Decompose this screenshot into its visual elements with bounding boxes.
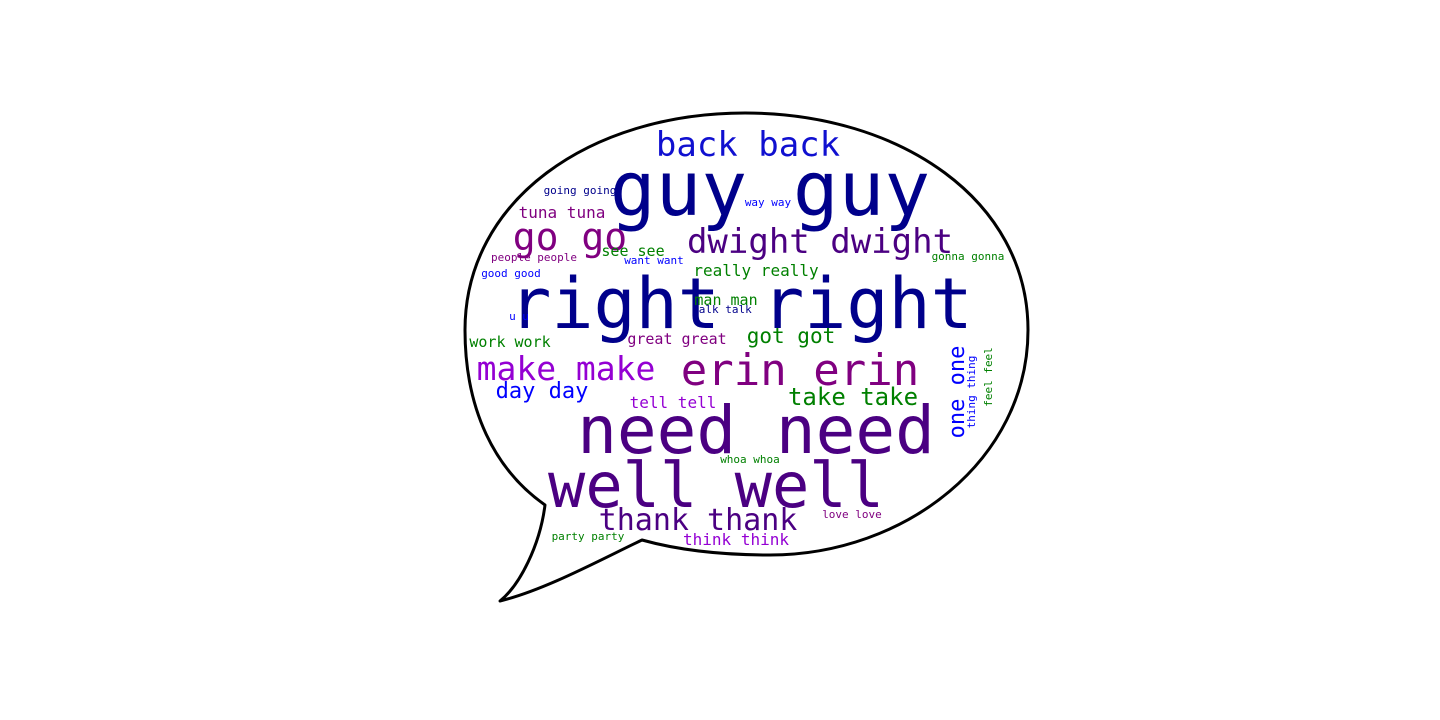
cloud-word: good good — [481, 267, 541, 280]
cloud-word: erin erin — [681, 345, 919, 396]
cloud-word: great great — [627, 330, 726, 348]
cloud-word: really really — [693, 261, 819, 280]
speech-bubble-outline — [463, 111, 1030, 603]
cloud-word: u u — [509, 310, 529, 323]
cloud-word: one one — [945, 346, 970, 439]
cloud-word: tuna tuna — [519, 203, 606, 222]
cloud-word: day day — [496, 379, 589, 404]
cloud-word: back back — [656, 125, 840, 165]
cloud-word: guy guy — [610, 144, 930, 233]
cloud-word: whoa whoa — [720, 453, 780, 466]
cloud-word: go go — [513, 215, 627, 259]
cloud-word: dwight dwight — [687, 222, 953, 262]
cloud-word: people people — [491, 251, 577, 264]
cloud-word: right right — [509, 263, 973, 345]
cloud-word: thank thank — [599, 503, 798, 538]
cloud-word: thing thing — [965, 356, 978, 429]
cloud-word: see see — [601, 242, 664, 260]
cloud-word: well well — [548, 449, 884, 522]
cloud-word: tell tell — [630, 393, 717, 412]
cloud-word: going going — [544, 184, 617, 197]
cloud-word: take take — [788, 383, 918, 411]
cloud-word: work work — [469, 333, 550, 351]
cloud-word: feel feel — [982, 347, 995, 407]
cloud-word: talk talk — [692, 303, 752, 316]
cloud-word: got got — [747, 324, 836, 348]
cloud-word: love love — [822, 508, 882, 521]
cloud-word: man man — [694, 291, 757, 309]
cloud-word: think think — [683, 530, 789, 549]
cloud-word: want want — [624, 254, 684, 267]
cloud-word: party party — [552, 530, 625, 543]
cloud-word: make make — [477, 349, 656, 388]
cloud-word: gonna gonna — [932, 250, 1005, 263]
cloud-word: way way — [745, 196, 792, 209]
cloud-word: need need — [577, 392, 935, 469]
